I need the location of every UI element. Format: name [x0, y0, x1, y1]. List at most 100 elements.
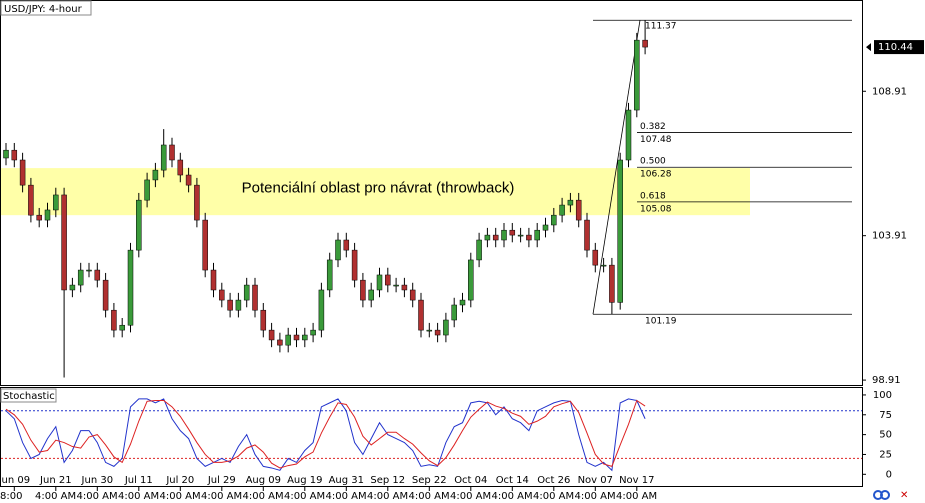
candle-body — [551, 214, 557, 226]
icon-close[interactable]: ✕ — [900, 490, 908, 501]
time-label: 4:00 AM — [243, 491, 284, 502]
candle-body — [509, 229, 516, 236]
time-label: 4:00 AM — [35, 491, 76, 502]
candle-body — [492, 234, 499, 241]
candle-body — [36, 214, 42, 221]
x-tick-label: Aug 19 — [287, 475, 322, 486]
candle-body — [302, 334, 308, 341]
candle-body — [426, 329, 433, 332]
candle-body — [102, 279, 109, 311]
candle-body — [584, 219, 590, 251]
fib-price: 106.28 — [640, 170, 672, 180]
candle-body — [94, 269, 101, 281]
candle-body — [526, 234, 532, 241]
candle-body — [443, 319, 449, 336]
candle-body — [642, 39, 648, 48]
stoch-tick-label: 50 — [879, 430, 892, 441]
candle-body — [393, 284, 399, 287]
zone-rect — [1, 168, 750, 216]
candle-body — [210, 269, 217, 291]
candle-body — [326, 259, 333, 291]
time-label: 4:00 AM — [409, 491, 450, 502]
candle-body — [227, 299, 233, 311]
time-label: 4:00 AM — [201, 491, 242, 502]
icon-link2[interactable] — [880, 490, 890, 500]
candle-body — [542, 224, 549, 231]
icons[interactable]: ✕ — [873, 490, 908, 501]
x-tick-label: Jul 20 — [165, 475, 194, 486]
fib-price: 107.48 — [640, 135, 672, 145]
candle-body — [185, 174, 192, 186]
time-label: 4:00 AM — [616, 491, 657, 502]
time-label: 4:00 AM — [160, 491, 201, 502]
x-tick-label: Sep 22 — [412, 475, 447, 486]
fib-trend — [592, 20, 641, 315]
candle-body — [625, 109, 632, 161]
candle-body — [484, 234, 491, 241]
stoch-tick-label: 75 — [879, 410, 892, 421]
candle-body — [77, 269, 84, 286]
candle-body — [360, 279, 366, 301]
candle-body — [476, 239, 482, 261]
candle-body — [19, 159, 26, 186]
candle-body — [501, 229, 507, 241]
price-marker — [866, 43, 871, 52]
candle-body — [434, 329, 441, 336]
current-price-box — [874, 40, 924, 55]
candle-body — [219, 289, 225, 301]
candle-body — [567, 199, 574, 206]
main-frame — [0, 0, 863, 386]
candle-body — [468, 259, 474, 301]
candle-body — [53, 194, 59, 211]
time-label: 4:00 AM — [326, 491, 367, 502]
candle-body — [177, 159, 184, 176]
candle-body — [119, 324, 125, 331]
fib-ratio: 0.500 — [640, 157, 666, 167]
candle-body — [310, 329, 316, 336]
candle-body — [11, 149, 18, 161]
stoch-tick-label: 25 — [879, 449, 892, 460]
y-tick-label: 98.91 — [872, 375, 901, 386]
candle-body — [617, 159, 623, 303]
time-label: 4:00 AM — [367, 491, 408, 502]
x-tick-label: Aug 09 — [246, 475, 281, 486]
candle-body — [534, 229, 540, 241]
candle-body — [61, 194, 67, 291]
time-label: 4:00 AM — [284, 491, 325, 502]
candle-body — [451, 304, 457, 321]
candle-body — [235, 299, 242, 311]
candle-body — [335, 239, 341, 261]
candle-body — [418, 299, 424, 331]
zone-layer: Potenciální oblast pro návrat (throwback… — [1, 168, 750, 216]
candle-body — [385, 274, 391, 286]
candle-body — [202, 219, 208, 271]
x-tick-label: Nov 07 — [578, 475, 613, 486]
candle-body — [268, 329, 275, 341]
candle-body — [111, 309, 117, 331]
candle-body — [634, 39, 640, 111]
candle-body — [459, 299, 466, 306]
time-label: 4:00 AM — [492, 491, 533, 502]
fib-price: 101.19 — [645, 317, 677, 327]
candle-body — [293, 334, 300, 341]
stoch-line — [5, 398, 646, 472]
time-label: 8:00 — [0, 491, 22, 502]
fib-ratio: 0.618 — [640, 191, 666, 201]
time-label: 4:00 AM — [575, 491, 616, 502]
fib-ratio: 0.382 — [640, 122, 666, 132]
stoch-tick-label: 100 — [873, 390, 892, 401]
x-tick-label: Jun 09 — [0, 475, 30, 486]
x-tick-label: Oct 26 — [537, 475, 570, 486]
time-label: 4:00 AM — [77, 491, 118, 502]
candle-body — [127, 249, 134, 326]
x-tick-label: Nov 17 — [619, 475, 654, 486]
candle-body — [277, 339, 283, 346]
chart-title: USD/JPY: 4-hour — [4, 4, 83, 15]
candle-body — [86, 269, 92, 272]
x-tick-label: Oct 04 — [454, 475, 487, 486]
y-tick-label: 108.91 — [872, 86, 907, 97]
candle-body — [559, 204, 565, 216]
x-tick-label: Jul 29 — [207, 475, 236, 486]
